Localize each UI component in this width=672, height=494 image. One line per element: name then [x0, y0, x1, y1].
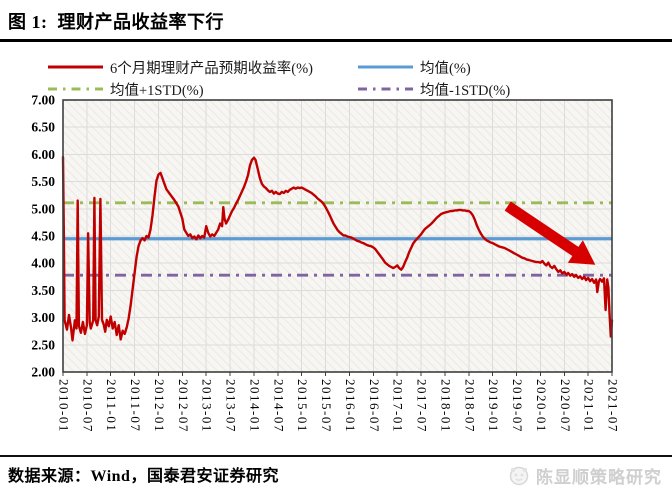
svg-text:2013-01: 2013-01 — [200, 379, 215, 433]
legend-label-mean-plus-std: 均值+1STD(%) — [110, 82, 204, 99]
svg-text:2018-07: 2018-07 — [462, 379, 477, 433]
svg-text:2012-01: 2012-01 — [152, 379, 167, 433]
legend-item-mean-plus-std: 均值+1STD(%) — [48, 80, 204, 99]
svg-text:2015-07: 2015-07 — [319, 379, 334, 433]
svg-text:2010-07: 2010-07 — [80, 379, 95, 433]
svg-text:2011-01: 2011-01 — [104, 379, 119, 432]
svg-text:2020-07: 2020-07 — [558, 379, 573, 433]
svg-text:2016-07: 2016-07 — [367, 379, 382, 433]
legend-label-mean: 均值(%) — [420, 60, 471, 77]
figure-title: 图 1: 理财产品收益率下行 — [8, 12, 224, 32]
green-dashdot-marker — [48, 87, 103, 91]
svg-text:2011-07: 2011-07 — [128, 379, 143, 432]
legend-item-mean-minus-std: 均值-1STD(%) — [358, 80, 511, 99]
svg-text:3.50: 3.50 — [31, 283, 55, 298]
svg-text:2.50: 2.50 — [31, 337, 55, 352]
plot-border — [62, 99, 613, 373]
blue-line-marker — [358, 65, 413, 69]
purple-dashdot-marker — [358, 87, 413, 91]
svg-text:5.00: 5.00 — [31, 201, 55, 216]
svg-text:2013-07: 2013-07 — [224, 379, 239, 433]
series-line-yield — [61, 155, 614, 342]
gridlines — [63, 100, 612, 372]
legend-item-yield: 6个月期理财产品预期收益率(%) — [48, 58, 313, 77]
svg-text:2015-01: 2015-01 — [295, 379, 310, 433]
svg-text:2021-01: 2021-01 — [582, 379, 597, 433]
svg-text:2018-01: 2018-01 — [438, 379, 453, 433]
legend-item-mean: 均值(%) — [358, 58, 471, 77]
svg-text:2014-07: 2014-07 — [271, 379, 286, 433]
trend-arrow-annotation — [504, 201, 596, 265]
watermark-text: 陈显顺策略研究 — [536, 468, 662, 487]
footer-divider — [0, 455, 672, 457]
title-divider — [0, 39, 672, 42]
watermark: 陈显顺策略研究 — [508, 463, 662, 488]
svg-text:2017-01: 2017-01 — [391, 379, 406, 433]
legend-label-mean-minus-std: 均值-1STD(%) — [420, 82, 511, 99]
svg-text:2016-01: 2016-01 — [343, 379, 358, 433]
red-line-marker — [48, 65, 103, 69]
svg-text:3.00: 3.00 — [31, 310, 55, 325]
svg-text:5.50: 5.50 — [31, 174, 55, 189]
y-axis-labels: 7.00 6.50 6.00 5.50 5.00 4.50 4.00 3.50 3.00 2.50… — [31, 93, 55, 380]
svg-text:2010-01: 2010-01 — [57, 379, 72, 433]
svg-text:4.00: 4.00 — [31, 256, 55, 271]
svg-text:2020-01: 2020-01 — [534, 379, 549, 433]
x-axis-labels: 2010-01 2010-07 2011-01 2011-07 2012-01 2012-… — [57, 379, 621, 433]
svg-text:7.00: 7.00 — [31, 93, 55, 108]
svg-text:6.00: 6.00 — [31, 147, 55, 162]
data-source: 数据来源：Wind，国泰君安证券研究 — [8, 468, 279, 485]
svg-text:2.00: 2.00 — [31, 365, 55, 380]
svg-text:2012-07: 2012-07 — [176, 379, 191, 433]
panda-face-icon — [509, 466, 529, 485]
svg-text:4.50: 4.50 — [31, 229, 55, 244]
svg-text:2017-07: 2017-07 — [415, 379, 430, 433]
legend-label-yield: 6个月期理财产品预期收益率(%) — [110, 60, 313, 77]
svg-text:2019-01: 2019-01 — [486, 379, 501, 433]
svg-text:2021-07: 2021-07 — [606, 379, 621, 433]
svg-text:2019-07: 2019-07 — [510, 379, 525, 433]
svg-text:6.50: 6.50 — [31, 120, 55, 135]
svg-text:2014-01: 2014-01 — [248, 379, 263, 433]
